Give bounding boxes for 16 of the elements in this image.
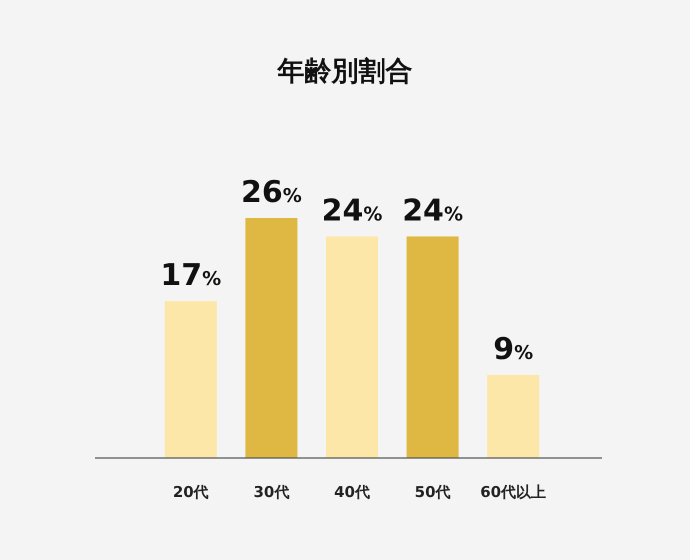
x-tick-label: 60代以上 — [480, 483, 546, 501]
x-tick-label: 50代 — [414, 483, 451, 501]
bar — [487, 374, 540, 458]
data-label: 17% — [160, 258, 222, 294]
data-label: 24% — [402, 193, 463, 228]
chart-title: 年齢別割合 — [276, 56, 412, 87]
x-tick-label: 30代 — [253, 483, 290, 501]
bar — [326, 236, 378, 458]
x-tick-label: 40代 — [334, 483, 370, 501]
bar — [245, 218, 298, 458]
data-label: 26% — [241, 175, 302, 210]
x-tick-label: 20代 — [172, 483, 209, 501]
bar — [406, 236, 459, 458]
bar — [164, 301, 217, 458]
data-label: 24% — [322, 193, 382, 228]
data-label: 9% — [493, 332, 534, 367]
